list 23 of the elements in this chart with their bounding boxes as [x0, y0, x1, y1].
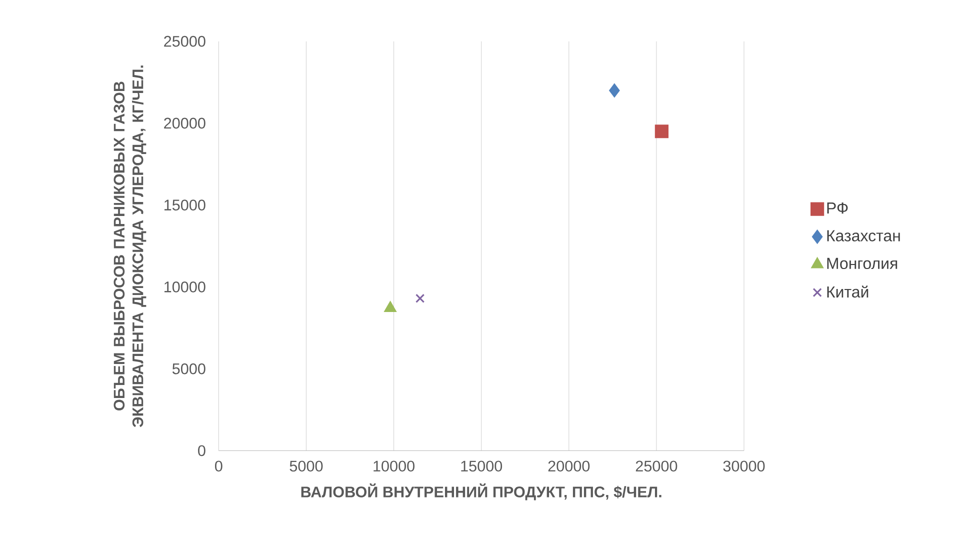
x-tick-label: 10000 — [374, 460, 414, 472]
y-tick-label: 0 — [198, 445, 206, 456]
point — [384, 301, 396, 312]
x-tick-label: 0 — [215, 460, 222, 472]
point — [654, 124, 668, 138]
y-tick-label: 15000 — [164, 200, 206, 210]
x-tick-label: 30000 — [723, 460, 765, 472]
point — [609, 84, 620, 98]
point — [415, 294, 425, 303]
x-tick-label: 5000 — [290, 460, 323, 472]
y-tick-label: 5000 — [172, 363, 206, 374]
y-tick-label: 25000 — [164, 36, 206, 47]
legend-label: Казахстан — [827, 230, 900, 242]
x-tick-label: 25000 — [636, 460, 678, 472]
y-axis-title: ОБЪЕМ ВЫБРОСОВ ПАРНИКОВЫХ ГАЗОВ ЭКВИВАЛЕНТА ДИОКСИДА УГЛЕРОДА, КГ/ЧЕЛ. — [114, 66, 146, 428]
legend-label: РФ — [827, 202, 848, 214]
x-tick-label: 20000 — [548, 460, 590, 472]
x-axis-title: ВАЛОВОЙ ВНУТРЕННИЙ ПРОДУКТ, ППС, $/ЧЕЛ. — [301, 483, 662, 500]
legend-label: Монголия — [827, 258, 898, 270]
x-tick-label: 15000 — [461, 460, 502, 472]
legend-label: Китай — [827, 286, 868, 298]
y-tick-label: 20000 — [164, 118, 206, 129]
y-tick-label: 10000 — [164, 281, 206, 292]
